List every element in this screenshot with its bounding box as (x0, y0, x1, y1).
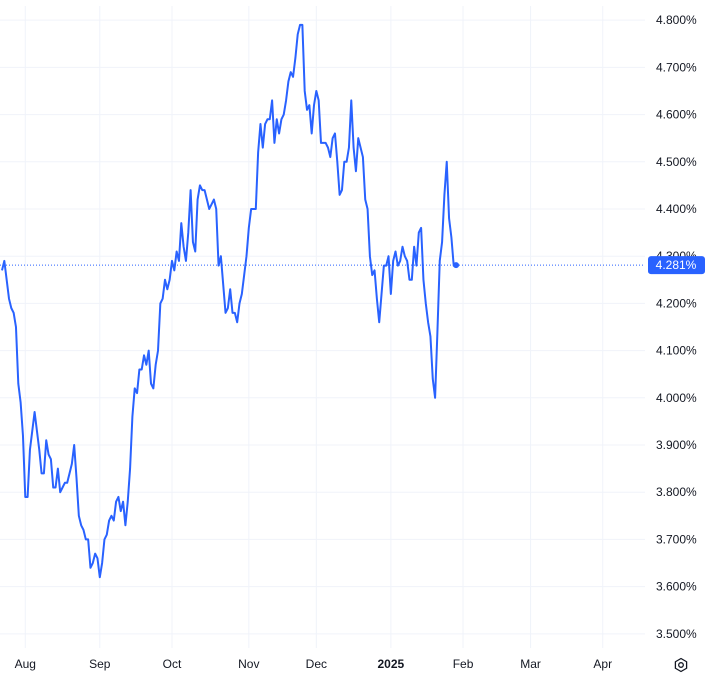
y-tick-label: 4.600% (656, 108, 697, 122)
chart-settings-button[interactable] (671, 655, 691, 675)
x-tick-label: Oct (163, 657, 182, 671)
x-axis-labels: Aug Sep Oct Nov Dec 2025 Feb Mar Apr (15, 657, 612, 671)
y-tick-label: 4.000% (656, 391, 697, 405)
y-tick-label: 4.500% (656, 155, 697, 169)
last-value-badge: 4.281% (648, 256, 705, 275)
y-tick-label: 4.400% (656, 202, 697, 216)
y-tick-label: 3.900% (656, 438, 697, 452)
x-tick-label: Apr (593, 657, 612, 671)
x-tick-label: Aug (15, 657, 36, 671)
y-tick-label: 3.800% (656, 485, 697, 499)
x-tick-label: Feb (453, 657, 474, 671)
last-value-point (453, 262, 460, 269)
y-axis-labels: 3.500% 3.600% 3.700% 3.800% 3.900% 4.000% 4.10… (656, 13, 697, 641)
y-tick-label: 4.700% (656, 60, 697, 74)
y-tick-label: 3.500% (656, 627, 697, 641)
y-tick-label: 3.600% (656, 580, 697, 594)
y-tick-label: 4.100% (656, 344, 697, 358)
y-tick-label: 4.200% (656, 296, 697, 310)
y-tick-label: 3.700% (656, 532, 697, 546)
x-tick-label: Sep (89, 657, 111, 671)
x-tick-label: Mar (520, 657, 541, 671)
series-line (1, 23, 457, 579)
gear-icon (674, 657, 688, 673)
grid-lines (0, 6, 645, 648)
x-tick-label: Nov (238, 657, 259, 671)
y-tick-label: 4.800% (656, 13, 697, 27)
x-tick-label: Dec (306, 657, 327, 671)
x-tick-label: 2025 (378, 657, 405, 671)
last-value-label: 4.281% (656, 258, 697, 272)
